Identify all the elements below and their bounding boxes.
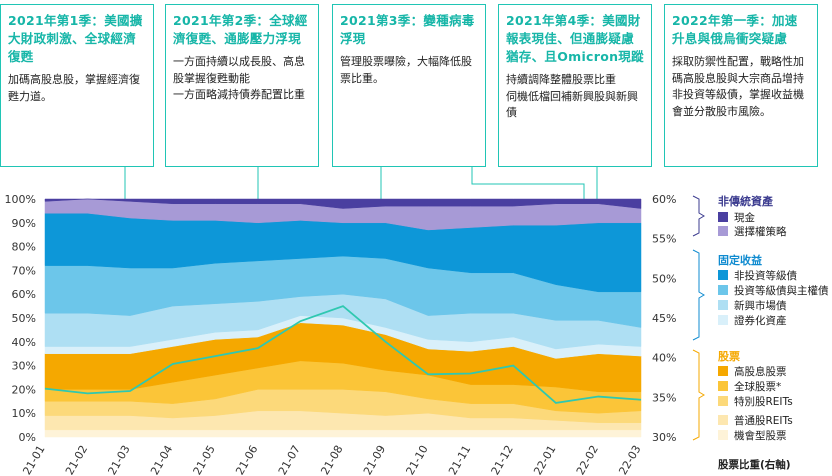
left-tick-label: 50%	[12, 312, 36, 325]
x-tick-label: 21-07	[276, 443, 303, 476]
left-tick-label: 40%	[12, 336, 36, 349]
legend-group-label: 固定收益	[718, 254, 762, 267]
legend-item-label: 現金	[734, 211, 755, 224]
right-tick-label: 35%	[652, 391, 676, 404]
x-tick-label: 21-04	[148, 443, 175, 476]
annotation-body: 採取防禦性配置，戰略性加碼高股息股與大宗商品增持非投資等級債，掌握收益機會並分散…	[672, 55, 804, 118]
legend-item: 機會型股票	[718, 428, 787, 442]
legend-item-label: 機會型股票	[734, 429, 787, 442]
x-tick-label: 22-03	[616, 443, 643, 476]
legend-item: 選擇權策略	[718, 224, 787, 238]
annotation-box: 2022年第一季：加速升息與俄烏衝突疑慮採取防禦性配置，戰略性加碼高股息股與大宗…	[664, 4, 818, 167]
right-tick-label: 45%	[652, 312, 676, 325]
right-tick-label: 30%	[652, 431, 676, 444]
legend-group-label: 股票	[718, 350, 740, 363]
equity-weight-line	[44, 305, 642, 404]
legend-bracket	[692, 195, 705, 237]
x-tick-label: 21-09	[361, 443, 388, 476]
left-tick-label: 60%	[12, 288, 36, 301]
left-tick-label: 20%	[12, 383, 36, 396]
legend-item: 投資等級債與主權債	[718, 283, 829, 297]
legend-swatch	[718, 381, 728, 391]
legend-swatch	[718, 300, 728, 310]
legend-group-label: 非傳統資產	[718, 195, 773, 208]
legend-swatch	[718, 315, 728, 325]
legend-bracket	[692, 249, 705, 341]
left-tick-label: 10%	[12, 407, 36, 420]
x-tick-label: 22-01	[531, 443, 558, 476]
legend-swatch	[718, 270, 728, 280]
legend-item-label: 普通股REITs	[734, 414, 793, 427]
right-tick-label: 50%	[652, 272, 676, 285]
area-series-10	[44, 198, 642, 209]
legend-item-label: 特別股REITs	[734, 395, 793, 408]
right-tick-label: 60%	[652, 193, 676, 206]
legend-item: 高股息股票	[718, 364, 787, 378]
x-tick-label: 22-02	[574, 443, 601, 476]
legend-swatch	[718, 415, 728, 425]
legend-item-label: 投資等級債與主權債	[734, 284, 829, 297]
legend-item: 非投資等級債	[718, 268, 797, 282]
x-tick-label: 21-11	[446, 443, 473, 476]
annotation-title: 2021年第4季：美國財報表現佳、但通膨疑慮猶存、且Omicron現蹤	[506, 13, 644, 64]
x-tick-label: 21-02	[63, 443, 90, 476]
x-tick-label: 21-01	[20, 443, 47, 476]
area-series-0	[44, 429, 642, 438]
annotation-title: 2022年第一季：加速升息與俄烏衝突疑慮	[672, 13, 798, 46]
right-axis-note: 股票比重(右軸)	[718, 459, 791, 471]
legend-item-label: 非投資等級債	[734, 269, 797, 282]
legend-item: 新興市場債	[718, 298, 787, 312]
legend-bracket	[692, 349, 705, 441]
annotation-title: 2021年第1季：美國擴大財政刺激、全球經濟復甦	[8, 13, 143, 64]
annotation-body: 一方面持續以成長股、高息股掌握復甦動能 一方面略減持債券配置比重	[173, 55, 305, 101]
annotation-box: 2021年第2季：全球經濟復甦、通膨壓力浮現一方面持續以成長股、高息股掌握復甦動…	[165, 4, 319, 167]
legend-item: 證券化資產	[718, 313, 787, 327]
x-tick-label: 21-06	[233, 443, 260, 476]
legend-item-label: 全球股票*	[734, 380, 782, 393]
annotation-connector	[471, 167, 585, 199]
legend-swatch	[718, 430, 728, 440]
annotation-title: 2021第3季：變種病毒浮現	[340, 13, 475, 46]
legend-item: 現金	[718, 210, 755, 224]
legend-swatch	[718, 212, 728, 222]
annotation-box: 2021年第4季：美國財報表現佳、但通膨疑慮猶存、且Omicron現蹤持續調降整…	[498, 4, 652, 167]
legend-item-label: 新興市場債	[734, 299, 787, 312]
left-tick-label: 90%	[12, 217, 36, 230]
legend-swatch	[718, 396, 728, 406]
legend-item: 普通股REITs	[718, 413, 793, 427]
legend-item-label: 選擇權策略	[734, 225, 787, 238]
annotation-body: 加碼高股息股，掌握經濟復甦力道。	[8, 73, 140, 103]
x-tick-label: 21-12	[489, 443, 516, 476]
annotation-body: 持續調降整體股票比重 伺機低檔回補新興股與新興債	[506, 73, 638, 119]
annotation-title: 2021年第2季：全球經濟復甦、通膨壓力浮現	[173, 13, 308, 46]
legend-item: 全球股票*	[718, 379, 781, 393]
left-tick-label: 100%	[5, 193, 36, 206]
x-tick-label: 21-03	[105, 443, 132, 476]
legend-item-label: 高股息股票	[734, 365, 787, 378]
left-tick-label: 70%	[12, 264, 36, 277]
legend-item-label: 證券化資產	[734, 314, 787, 327]
legend-item: 特別股REITs	[718, 394, 793, 408]
legend-swatch	[718, 226, 728, 236]
right-tick-label: 40%	[652, 352, 676, 365]
left-tick-label: 80%	[12, 241, 36, 254]
x-tick-label: 21-10	[403, 443, 430, 476]
annotation-box: 2021第3季：變種病毒浮現 管理股票曝險，大幅降低股票比重。	[332, 4, 486, 167]
legend-swatch	[718, 366, 728, 376]
right-tick-label: 55%	[652, 233, 676, 246]
annotation-box: 2021年第1季：美國擴大財政刺激、全球經濟復甦加碼高股息股，掌握經濟復甦力道。	[0, 4, 154, 167]
legend-swatch	[718, 285, 728, 295]
x-tick-label: 21-08	[318, 443, 345, 476]
x-tick-label: 21-05	[191, 443, 218, 476]
annotation-body: 管理股票曝險，大幅降低股票比重。	[340, 55, 472, 85]
left-tick-label: 0%	[19, 431, 36, 444]
left-tick-label: 30%	[12, 360, 36, 373]
